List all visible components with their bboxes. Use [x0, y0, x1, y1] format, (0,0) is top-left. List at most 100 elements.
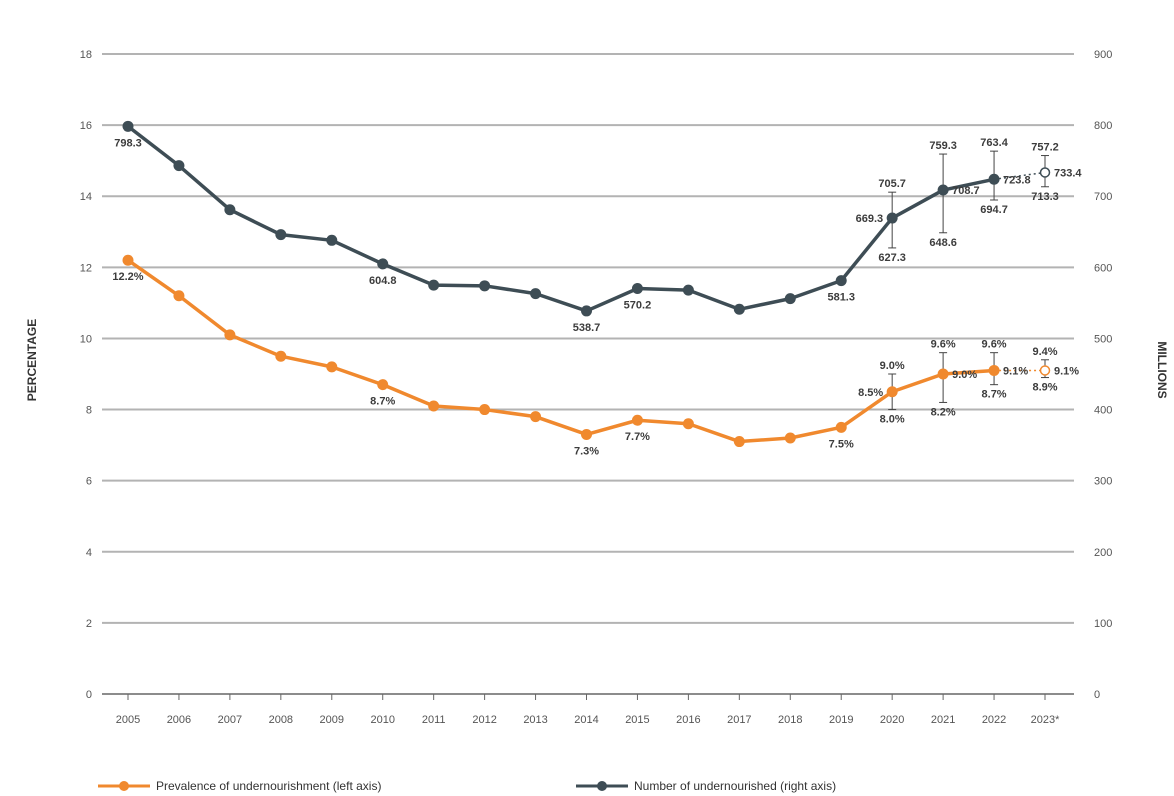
data-point [173, 290, 185, 302]
x-tick-label: 2022 [982, 714, 1006, 726]
data-point [631, 414, 643, 426]
data-point [886, 386, 898, 398]
data-point [224, 204, 236, 216]
data-point [275, 350, 287, 362]
series-number: 705.7 627.3 759.3 648.6 763.4 694.7 757.2 713.3… [114, 120, 1082, 334]
left-tick-label: 6 [86, 476, 92, 488]
range-high-label: 763.4 [980, 137, 1008, 149]
left-tick-label: 12 [80, 262, 92, 274]
right-axis-title: MILLIONS [1155, 341, 1169, 398]
data-point [479, 404, 491, 416]
data-label: 7.3% [574, 445, 599, 457]
series-line-projection [993, 171, 1046, 181]
data-point [122, 120, 134, 132]
series-prevalence: 9.0% 8.0% 9.6% 8.2% 9.6% 8.7% 9.4% 8.9% 12.2% 8.7… [112, 254, 1079, 457]
range-low-label: 8.9% [1032, 382, 1057, 394]
range-high-label: 9.6% [982, 339, 1007, 351]
range-low-label: 694.7 [980, 204, 1008, 216]
range-high-label: 9.6% [931, 339, 956, 351]
data-point [733, 436, 745, 448]
series-layer: 9.0% 8.0% 9.6% 8.2% 9.6% 8.7% 9.4% 8.9% 12.2% 8.7… [112, 120, 1082, 457]
x-tick-label: 2013 [523, 714, 547, 726]
data-point [1039, 365, 1051, 376]
data-label: 8.5% [858, 387, 883, 399]
series-line [126, 124, 995, 313]
x-tick-label: 2009 [320, 714, 344, 726]
data-label: 669.3 [856, 213, 884, 225]
range-high-label: 705.7 [878, 178, 906, 190]
right-tick-label: 600 [1094, 262, 1112, 274]
data-point [377, 379, 389, 391]
data-point [377, 258, 389, 270]
data-point [988, 364, 1000, 376]
data-point [224, 329, 236, 341]
data-point [784, 293, 796, 305]
data-point [682, 284, 694, 296]
data-point [428, 400, 440, 412]
data-label: 8.7% [370, 396, 395, 408]
legend-item-prevalence[interactable]: Prevalence of undernourishment (left axi… [98, 779, 381, 793]
x-tick-label: 2021 [931, 714, 955, 726]
range-low-label: 8.2% [931, 406, 956, 418]
right-tick-label: 300 [1094, 476, 1112, 488]
data-point [326, 234, 338, 246]
data-point [886, 212, 898, 224]
data-point [530, 288, 542, 300]
data-point [937, 184, 949, 196]
left-tick-label: 14 [80, 191, 92, 203]
legend-swatch-marker [597, 781, 607, 791]
data-label: 9.1% [1003, 365, 1028, 377]
data-point [835, 275, 847, 287]
x-tick-label: 2017 [727, 714, 751, 726]
right-tick-label: 700 [1094, 191, 1112, 203]
data-point [1039, 167, 1051, 178]
data-point [326, 361, 338, 373]
legend-item-number[interactable]: Number of undernourished (right axis) [576, 779, 836, 793]
data-label: 9.1% [1054, 365, 1079, 377]
data-point [988, 173, 1000, 185]
right-tick-label: 800 [1094, 120, 1112, 132]
x-tick-label: 2008 [269, 714, 293, 726]
data-point [530, 411, 542, 423]
data-point [581, 305, 592, 317]
legend-label: Number of undernourished (right axis) [634, 779, 836, 793]
data-label: 538.7 [573, 322, 601, 334]
data-label: 9.0% [952, 369, 977, 381]
x-tick-label: 2018 [778, 714, 802, 726]
x-tick-label: 2010 [370, 714, 394, 726]
range-high-label: 9.4% [1032, 346, 1057, 358]
series-line [126, 258, 995, 444]
data-label: 723.8 [1003, 174, 1031, 186]
data-point [733, 303, 745, 315]
data-point [682, 418, 694, 430]
left-tick-label: 10 [80, 333, 92, 345]
range-low-label: 648.6 [929, 237, 957, 249]
data-label: 798.3 [114, 137, 142, 149]
data-point [428, 279, 440, 291]
data-point [479, 280, 491, 292]
x-tick-label: 2023* [1031, 714, 1060, 726]
x-tick-label: 2015 [625, 714, 649, 726]
left-tick-label: 4 [86, 547, 92, 559]
data-label: 7.7% [625, 431, 650, 443]
right-tick-label: 200 [1094, 547, 1112, 559]
range-low-label: 8.0% [880, 414, 905, 426]
left-tick-label: 8 [86, 405, 92, 417]
range-high-label: 759.3 [929, 140, 957, 152]
data-point [631, 283, 643, 295]
right-tick-label: 100 [1094, 618, 1112, 630]
x-tick-label: 2016 [676, 714, 700, 726]
range-low-label: 627.3 [878, 252, 906, 264]
range-low-label: 713.3 [1031, 191, 1059, 203]
x-tick-label: 2020 [880, 714, 904, 726]
range-high-label: 757.2 [1031, 142, 1059, 154]
data-point [937, 368, 949, 380]
legend-label: Prevalence of undernourishment (left axi… [156, 779, 381, 793]
left-tick-label: 16 [80, 120, 92, 132]
data-point [173, 160, 185, 172]
right-tick-label: 500 [1094, 333, 1112, 345]
data-point [581, 428, 592, 440]
x-tick-label: 2019 [829, 714, 853, 726]
